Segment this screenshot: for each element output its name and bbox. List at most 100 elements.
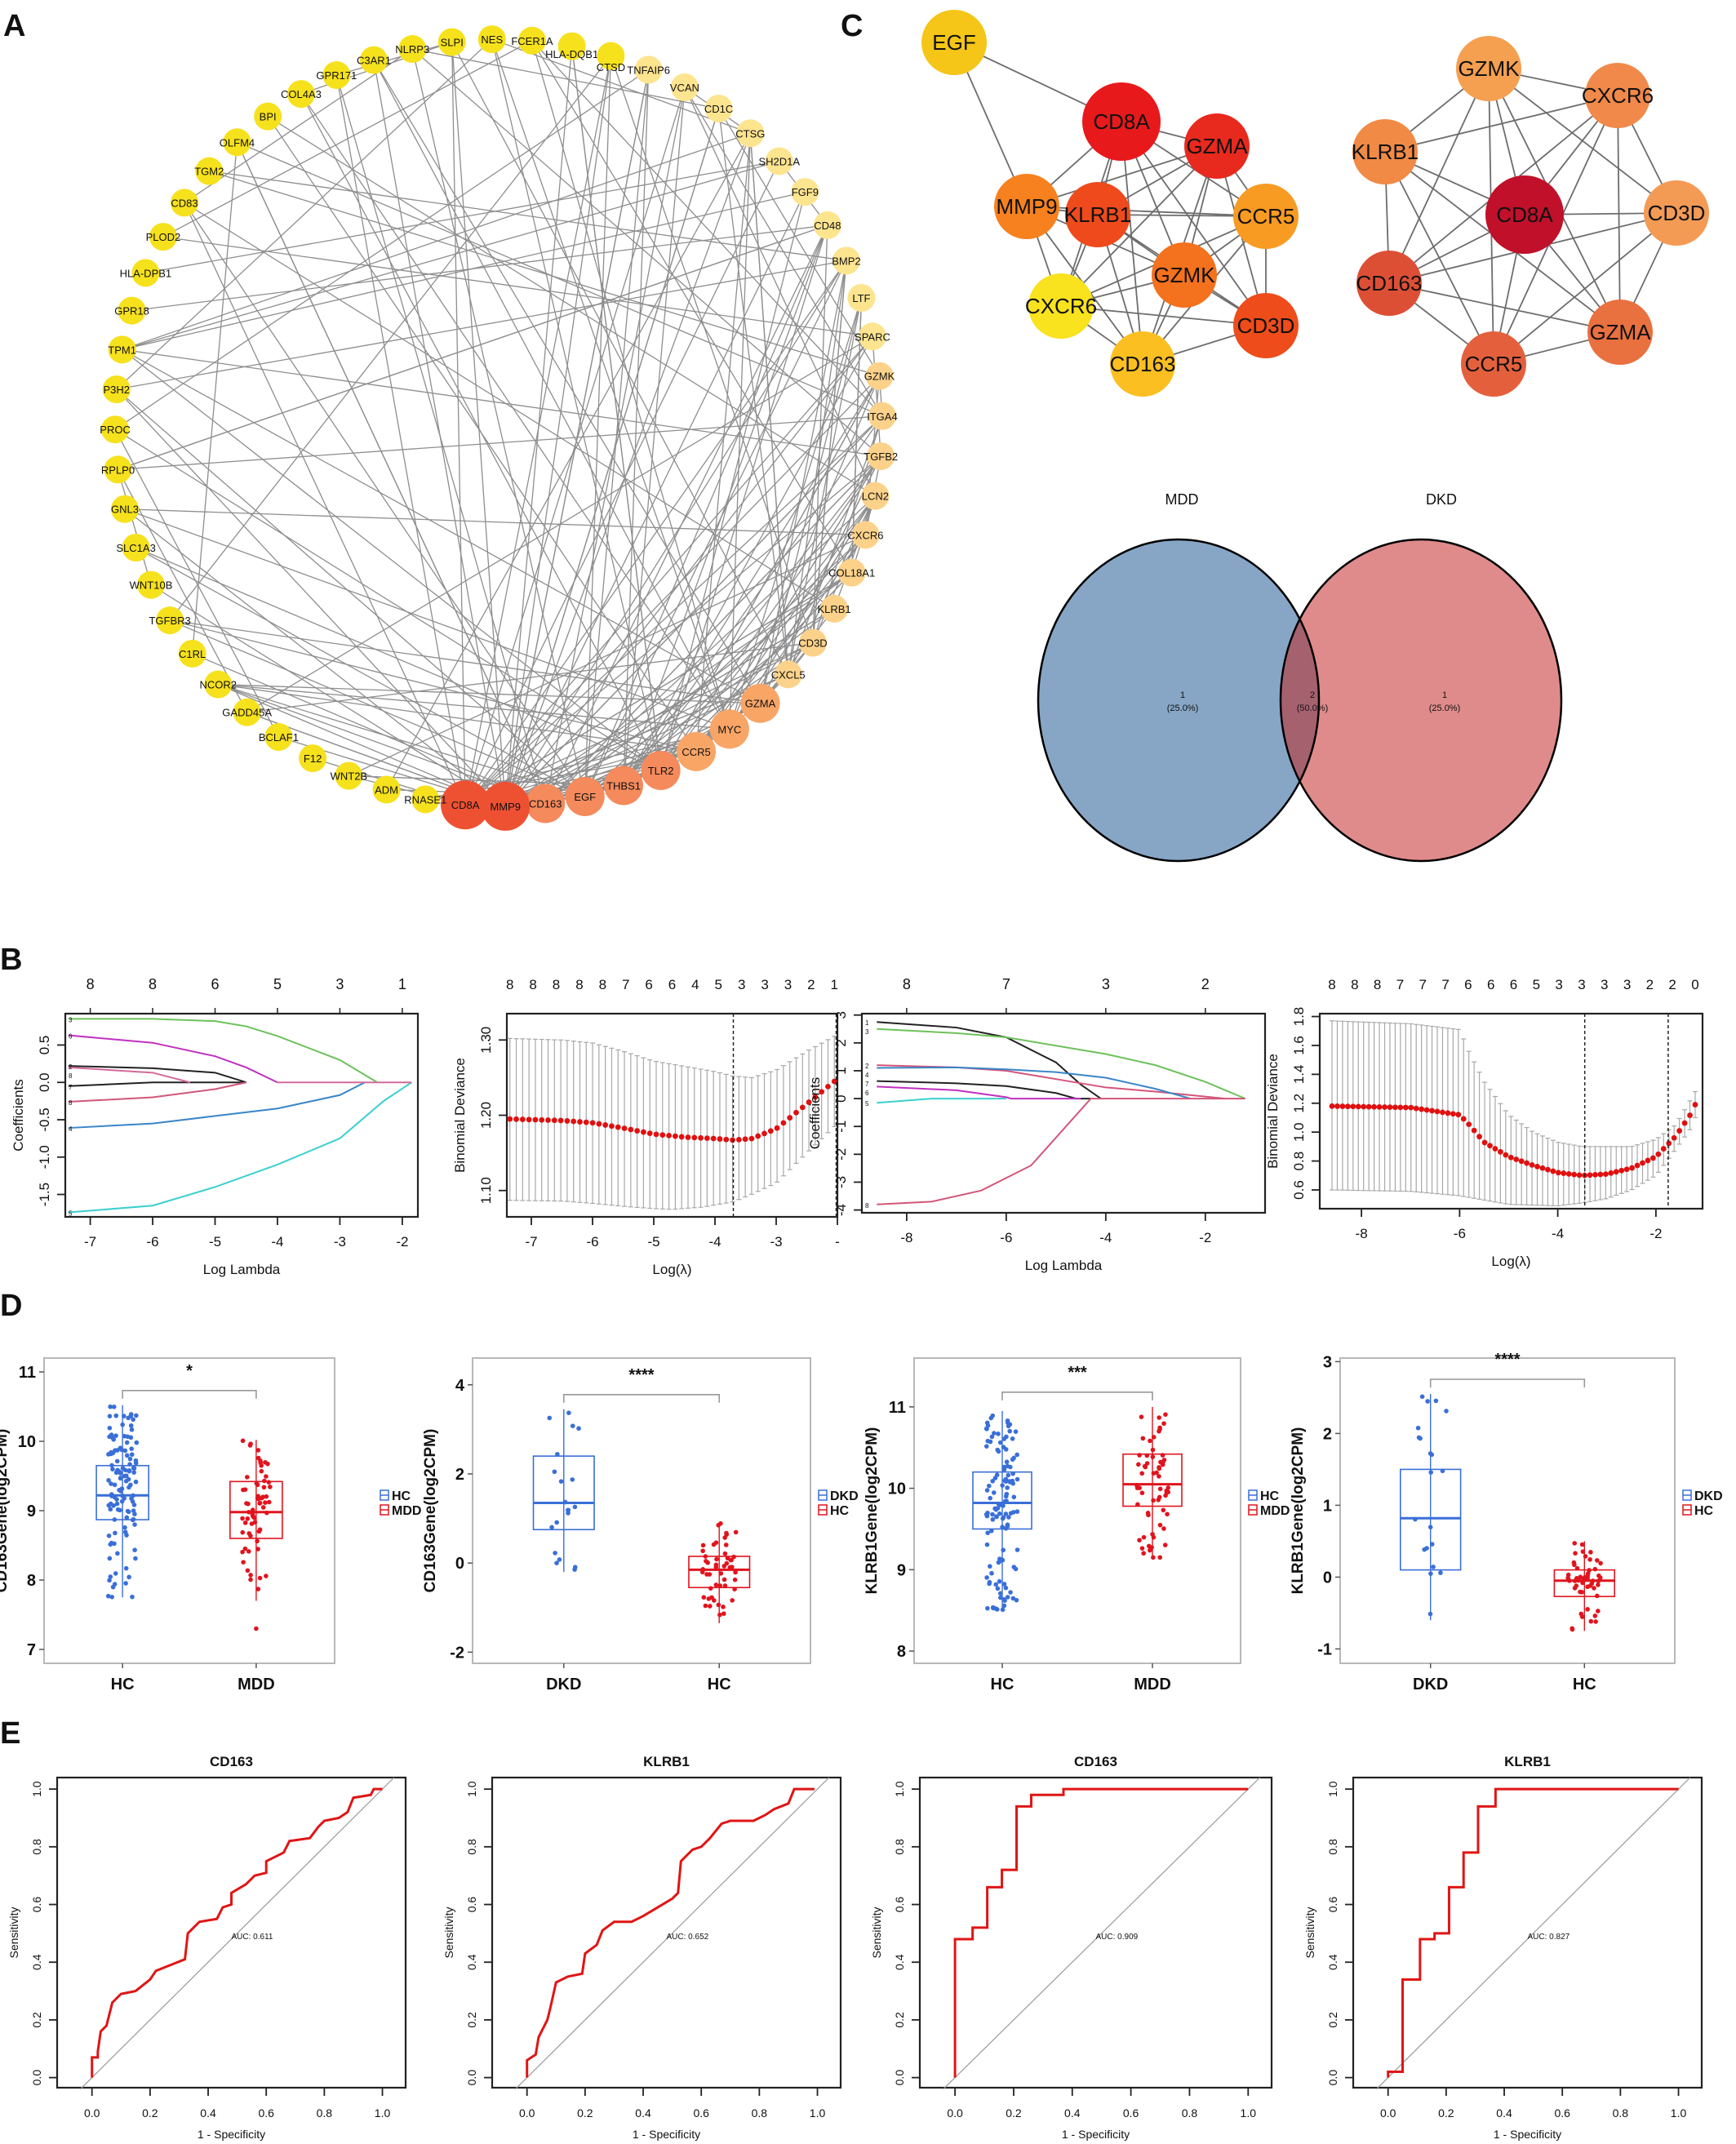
sample-point bbox=[1002, 1598, 1007, 1603]
sample-point bbox=[1161, 1458, 1167, 1463]
sample-point bbox=[1000, 1516, 1006, 1521]
cv-mean-point bbox=[609, 1123, 615, 1130]
significance-label: **** bbox=[628, 1366, 654, 1384]
sample-point bbox=[1004, 1434, 1009, 1440]
sample-point bbox=[1440, 1468, 1445, 1474]
df-label: 6 bbox=[211, 976, 219, 992]
diagonal-reference bbox=[1376, 1777, 1691, 2090]
diagonal-reference bbox=[515, 1777, 830, 2090]
sample-point bbox=[246, 1509, 251, 1515]
node-label: CCR5 bbox=[1465, 352, 1523, 376]
y-tick-label: 2 bbox=[455, 1466, 464, 1484]
y-tick-label: 1.0 bbox=[30, 1781, 43, 1797]
sample-point bbox=[1007, 1422, 1013, 1427]
node-label: MMP9 bbox=[490, 801, 521, 813]
sample-point bbox=[263, 1500, 268, 1505]
network-edge bbox=[833, 495, 876, 610]
node-circle bbox=[1233, 184, 1299, 249]
x-tick-label: 0.2 bbox=[1006, 2106, 1022, 2120]
y-tick-label: 0 bbox=[455, 1555, 464, 1573]
sample-point bbox=[242, 1546, 248, 1551]
network-edge bbox=[544, 455, 881, 804]
x-tick-label: MDD bbox=[1134, 1676, 1171, 1693]
sample-point bbox=[257, 1527, 263, 1533]
auc-label: AUC: 0.827 bbox=[1528, 1933, 1570, 1942]
network-edge bbox=[122, 348, 881, 457]
df-label: 8 bbox=[87, 976, 95, 992]
y-tick-label: 7 bbox=[27, 1641, 36, 1659]
sample-point bbox=[1588, 1550, 1593, 1555]
node-circle bbox=[709, 709, 749, 749]
y-axis-label: Sensitivity bbox=[870, 1907, 883, 1958]
network-node: CXCL5 bbox=[771, 660, 806, 689]
sample-point bbox=[131, 1417, 135, 1423]
sample-point bbox=[1143, 1464, 1148, 1470]
sample-point bbox=[1010, 1480, 1016, 1486]
sample-point bbox=[268, 1485, 273, 1489]
y-tick-label: 0.0 bbox=[30, 2070, 43, 2086]
roc-curve bbox=[91, 1787, 383, 2078]
sample-point bbox=[1444, 1409, 1449, 1414]
node-label: VCAN bbox=[670, 82, 699, 94]
sample-point bbox=[1136, 1462, 1141, 1467]
hub-network-2: GZMK CXCR6 KLRB1 CD8A CD3D CD163 GZMA CCR5 bbox=[1352, 36, 1709, 397]
network-node: FCER1A bbox=[511, 26, 553, 55]
cv-mean-point bbox=[634, 1128, 641, 1134]
node-label: LTF bbox=[852, 292, 870, 304]
cv-mean-point bbox=[787, 1115, 793, 1121]
plot-frame bbox=[491, 1776, 842, 2089]
network-edge bbox=[117, 468, 248, 713]
node-label: EGF bbox=[574, 791, 596, 803]
sample-point bbox=[558, 1479, 564, 1484]
node-label: TPM1 bbox=[108, 344, 136, 356]
y-tick-label: 0.0 bbox=[1326, 2070, 1339, 2086]
network-node: THBS1 bbox=[604, 766, 644, 806]
y-tick-label: 10 bbox=[888, 1480, 906, 1498]
y-axis-label: Sensitivity bbox=[1303, 1907, 1316, 1958]
sample-point bbox=[264, 1574, 269, 1578]
network-node: F12 bbox=[299, 744, 327, 773]
sample-point bbox=[255, 1587, 261, 1591]
cv-mean-point bbox=[704, 1135, 710, 1142]
node-circle bbox=[299, 744, 327, 773]
sample-point bbox=[1419, 1394, 1425, 1400]
sample-point bbox=[124, 1515, 130, 1520]
y-tick-label: -1.0 bbox=[37, 1145, 52, 1169]
network-node: TLR2 bbox=[641, 750, 681, 790]
x-tick-label: -8 bbox=[1356, 1226, 1368, 1241]
df-label: 4 bbox=[691, 977, 699, 992]
network-edge bbox=[135, 547, 661, 771]
node-circle bbox=[1110, 331, 1175, 397]
x-tick-label: -3 bbox=[770, 1234, 782, 1250]
node-circle bbox=[526, 783, 566, 823]
node-circle bbox=[481, 781, 531, 831]
node-label: GZMA bbox=[1186, 134, 1248, 158]
node-label: CD8A bbox=[451, 799, 480, 811]
sample-point bbox=[1157, 1466, 1162, 1472]
node-label: ADM bbox=[375, 783, 398, 796]
sample-point bbox=[131, 1503, 137, 1507]
sample-point bbox=[1572, 1541, 1578, 1546]
df-label: 6 bbox=[645, 977, 652, 992]
sample-point bbox=[1144, 1461, 1150, 1466]
network-node: CD8A bbox=[1485, 175, 1564, 254]
cv-mean-point bbox=[1387, 1104, 1393, 1111]
sample-point bbox=[1162, 1543, 1168, 1547]
sample-point bbox=[112, 1582, 118, 1587]
sample-point bbox=[246, 1549, 251, 1554]
significance-bracket bbox=[562, 1393, 721, 1403]
path-label: 8 bbox=[865, 1202, 869, 1210]
x-tick-label: -6 bbox=[1454, 1226, 1466, 1241]
significance-bracket bbox=[1001, 1392, 1153, 1400]
node-circle bbox=[1028, 273, 1094, 339]
df-label: 0 bbox=[1691, 977, 1698, 992]
legend-label: MDD bbox=[392, 1504, 421, 1518]
node-label: GNL3 bbox=[111, 504, 139, 516]
df-label: 3 bbox=[1601, 977, 1608, 992]
df-label: 8 bbox=[903, 976, 911, 992]
node-label: CD163 bbox=[1110, 352, 1176, 376]
network-edge bbox=[411, 48, 881, 457]
node-circle bbox=[223, 128, 251, 157]
cv-mean-point bbox=[1329, 1103, 1335, 1109]
cv-mean-point bbox=[774, 1125, 780, 1131]
